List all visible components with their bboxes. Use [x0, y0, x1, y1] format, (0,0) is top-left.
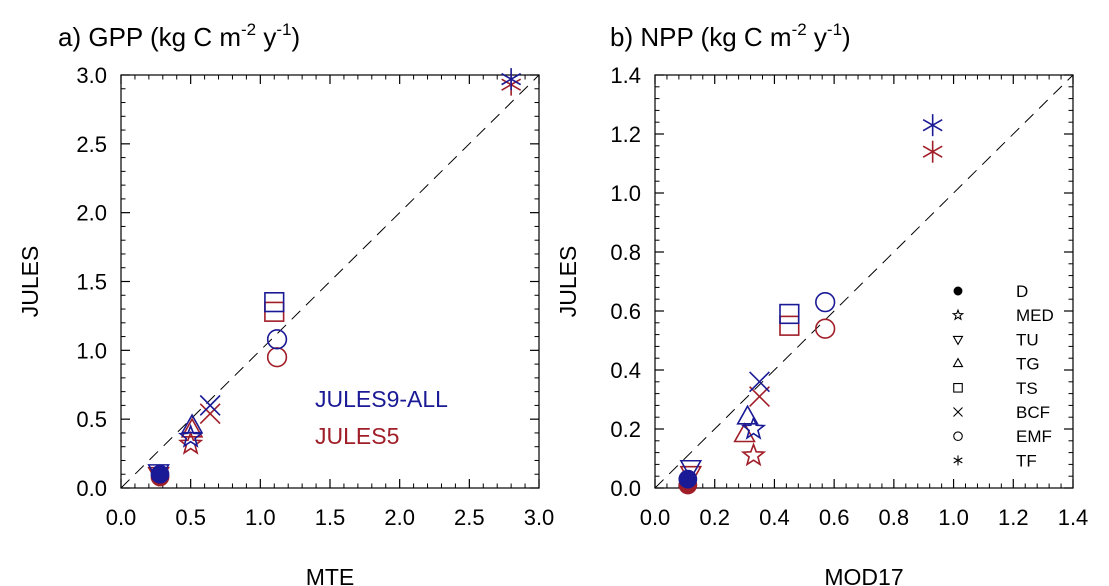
legend-ts-label: TS	[1016, 379, 1038, 398]
npp-y-tick-label: 0.8	[610, 240, 641, 265]
gpp-y-tick-label: 1.0	[76, 338, 107, 363]
gpp-y-tick-label: 0.5	[76, 407, 107, 432]
gpp-x-tick-label: 2.5	[454, 505, 485, 530]
gpp-title: a) GPP (kg C m-2 y-1)	[58, 20, 300, 52]
legend-emf-label: EMF	[1016, 427, 1052, 446]
gpp-x-tick-label: 0.5	[175, 505, 206, 530]
gpp-x-tick-label: 3.0	[524, 505, 555, 530]
npp-point-jules5-ts	[779, 315, 800, 336]
npp-y-tick-label: 1.0	[610, 181, 641, 206]
gpp-point-jules9-all-med	[178, 423, 204, 448]
legend-bcf-label: BCF	[1016, 403, 1050, 422]
gpp-point-jules9-all-tf	[501, 68, 522, 91]
legend-tg-marker	[952, 357, 964, 368]
gpp-y-tick-label: 1.5	[76, 270, 107, 295]
npp-y-tick-label: 0.6	[610, 299, 641, 324]
legend-bcf-marker	[953, 407, 963, 417]
series-legend: JULES9-ALL JULES5	[315, 386, 448, 449]
npp-point-jules9-all-emf	[815, 291, 836, 313]
npp-x-tick-label: 1.2	[998, 505, 1029, 530]
legend-ts-marker	[953, 382, 963, 393]
panel-npp: b) NPP (kg C m-2 y-1) 0.0 0.2 0.4 0.6 0.8 1.0 1…	[555, 20, 1088, 586]
npp-x-tick-label: 0.6	[819, 505, 850, 530]
legend-d-label: D	[1016, 282, 1028, 301]
npp-y-tick-label: 1.2	[610, 122, 641, 147]
npp-x-axis-label: MOD17	[824, 564, 903, 586]
npp-y-tick-label: 0.0	[610, 476, 641, 501]
npp-one-to-one-line	[654, 74, 1074, 489]
gpp-point-jules5-emf	[266, 347, 288, 368]
npp-point-jules5-tg	[733, 422, 756, 443]
legend-med-label: MED	[1016, 306, 1054, 325]
npp-point-jules9-all-tu	[679, 459, 703, 480]
biome-legend: D MED TU TG TS BCF EMF TF	[951, 282, 1054, 470]
gpp-y-tick-label: 3.0	[76, 63, 107, 88]
npp-x-tick-label: 0.8	[879, 505, 910, 530]
npp-y-tick-label: 0.4	[610, 358, 641, 383]
gpp-point-jules5-tg	[180, 417, 204, 438]
npp-plot-frame	[654, 74, 1074, 489]
gpp-point-jules5-med	[178, 430, 204, 455]
gpp-x-tick-label: 1.0	[245, 505, 276, 530]
legend-tf-label: TF	[1016, 451, 1037, 470]
legend-tf-marker	[953, 455, 963, 466]
series-legend-jules9: JULES9-ALL	[315, 386, 448, 412]
gpp-x-tick-label: 1.5	[315, 505, 346, 530]
legend-tg-label: TG	[1016, 355, 1040, 374]
npp-point-jules9-all-ts	[779, 303, 800, 325]
npp-y-axis-label: JULES	[555, 246, 581, 318]
gpp-y-tick-label: 2.0	[76, 201, 107, 226]
npp-point-jules9-all-tg	[736, 404, 759, 425]
gpp-x-tick-label: 2.0	[384, 505, 415, 530]
npp-y-tick-label: 1.4	[610, 63, 641, 88]
legend-med-marker	[951, 308, 965, 321]
npp-point-jules9-all-tf	[922, 114, 943, 137]
npp-title: b) NPP (kg C m-2 y-1)	[610, 20, 851, 52]
npp-point-jules5-emf	[815, 318, 836, 339]
gpp-y-tick-label: 2.5	[76, 132, 107, 157]
npp-point-jules9-all-bcf	[749, 371, 770, 393]
npp-x-tick-label: 1.0	[938, 505, 969, 530]
gpp-point-jules9-all-tu	[147, 464, 170, 485]
gpp-point-jules9-all-ts	[264, 291, 285, 313]
gpp-point-jules9-all-bcf	[199, 394, 221, 416]
gpp-x-axis-label: MTE	[306, 564, 355, 586]
legend-tu-marker	[952, 335, 964, 346]
gpp-x-tick-label: 0.0	[106, 505, 137, 530]
npp-point-jules9-all-med	[740, 415, 767, 440]
series-legend-jules5: JULES5	[315, 423, 399, 449]
npp-point-jules5-bcf	[749, 386, 770, 408]
npp-x-tick-label: 0.2	[699, 505, 730, 530]
gpp-one-to-one-line	[120, 74, 540, 489]
npp-x-tick-label: 1.4	[1058, 505, 1089, 530]
legend-d-marker	[953, 286, 963, 296]
npp-point-jules5-med	[740, 442, 767, 467]
gpp-point-jules5-bcf	[199, 403, 221, 425]
gpp-point-jules9-all-tg	[180, 413, 204, 434]
npp-point-jules5-tf	[922, 140, 943, 163]
legend-emf-marker	[953, 431, 963, 442]
npp-x-tick-label: 0.4	[759, 505, 790, 530]
npp-y-tick-label: 0.2	[610, 417, 641, 442]
legend-tu-label: TU	[1016, 330, 1039, 349]
panel-gpp: a) GPP (kg C m-2 y-1) 0.0 0.5 1.0 1.5 2.0 2.5 3…	[17, 20, 554, 586]
gpp-y-axis-label: JULES	[17, 246, 43, 318]
gpp-y-tick-label: 0.0	[76, 476, 107, 501]
npp-x-tick-label: 0.0	[640, 505, 671, 530]
gpp-point-jules9-all-emf	[266, 329, 288, 350]
